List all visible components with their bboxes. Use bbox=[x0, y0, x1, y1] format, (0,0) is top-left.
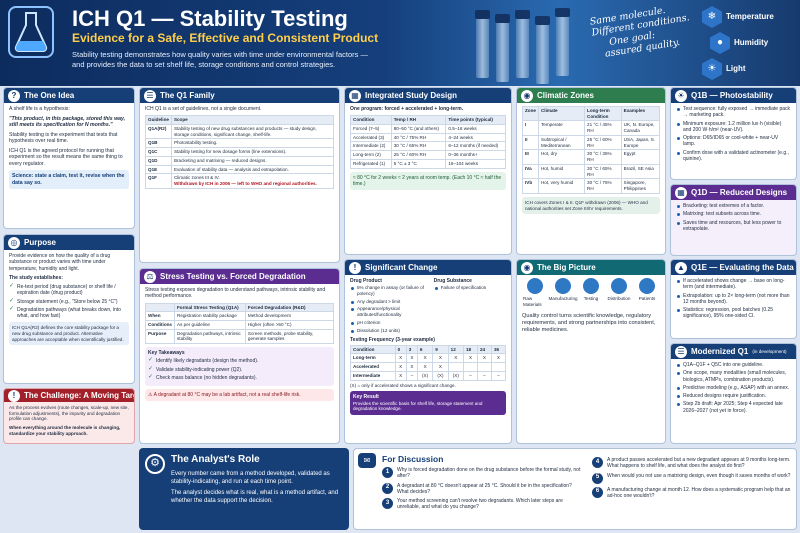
tagline-script: Same molecule. Different conditions. One g… bbox=[589, 4, 691, 60]
gear-icon: ⚙ bbox=[145, 454, 165, 474]
q1d-panel: ▦ Q1D — Reduced Designs Bracketing: test … bbox=[670, 184, 797, 256]
factors-list: ❄ Temperature ● Humidity ☀ Light bbox=[702, 4, 800, 84]
question-item: 3 Your method screening can't resolve two… bbox=[382, 498, 582, 511]
flask-icon: ⚖ bbox=[144, 270, 156, 283]
patients-icon bbox=[639, 278, 655, 294]
supply-chain-diagram: Raw Materials Manufacturing Testing Dist… bbox=[517, 275, 665, 310]
q1-family-table: Guideline Scope Q1A(R2) Stability testing … bbox=[145, 115, 335, 189]
big-picture-panel: ◉ The Big Picture Raw Materials Manufactu… bbox=[516, 259, 666, 444]
significant-change-panel: ! Significant Change Drug Product 5% chan… bbox=[344, 259, 512, 444]
sun-icon: ☀ bbox=[675, 89, 687, 102]
calendar-icon: ▦ bbox=[349, 89, 361, 102]
question-item: 5 When would you not use a matrixing desi… bbox=[592, 472, 792, 484]
climatic-zones-panel: ◉ Climatic Zones Zone Climate Long-term Con… bbox=[516, 87, 666, 255]
purpose-panel: ◎ Purpose Provide evidence on how the qua… bbox=[3, 234, 135, 384]
testing-frequency-table: Condition 0 3 6 9 12 18 24 36 Long-term X X X X X X X X … bbox=[350, 344, 507, 381]
warning-icon: ! bbox=[8, 389, 20, 402]
study-design-panel: ▦ Integrated Study Design One program: fo… bbox=[344, 87, 512, 255]
document-icon: ☰ bbox=[144, 89, 156, 102]
truck-icon bbox=[611, 278, 627, 294]
page-title: ICH Q1 — Stability Testing bbox=[72, 6, 348, 31]
challenge-panel: ! The Challenge: A Moving Target As the p… bbox=[3, 388, 135, 444]
discussion-panel: ✉ For Discussion 1 Why is forced degradat… bbox=[353, 448, 797, 530]
drop-icon: ● bbox=[710, 32, 730, 54]
materials-icon bbox=[527, 278, 543, 294]
stress-table: Formal Stress Testing (Q1A) Forced Degrad… bbox=[145, 302, 335, 345]
globe-icon: ◉ bbox=[521, 261, 533, 274]
modernized-q1-panel: ☰ Modernized Q1 (in development) Q1A–Q1F +… bbox=[670, 343, 797, 444]
climatic-zones-table: Zone Climate Long-term Condition Examples I… bbox=[522, 105, 661, 194]
globe-icon: ◉ bbox=[521, 89, 533, 102]
question-item: 1 Why is forced degradation done on the d… bbox=[382, 467, 582, 480]
chart-icon: ▲ bbox=[675, 261, 687, 274]
study-design-table: Condition Temp / RH Time points (typical) … bbox=[350, 115, 506, 169]
factory-icon bbox=[555, 278, 571, 294]
document-icon: ☰ bbox=[675, 345, 687, 358]
lightbulb-icon: ? bbox=[8, 89, 20, 102]
page-subtitle: Evidence for a Safe, Effective and Consi… bbox=[72, 31, 379, 45]
chat-icon: ✉ bbox=[358, 453, 376, 468]
analyst-role-panel: ⚙ The Analyst's Role Every number came f… bbox=[139, 448, 349, 530]
warning-icon: ! bbox=[349, 261, 361, 274]
stress-testing-panel: ⚖ Stress Testing vs. Forced Degradation S… bbox=[139, 268, 340, 444]
target-icon: ◎ bbox=[8, 236, 20, 249]
one-idea-panel: ? The One Idea A shelf life is a hypothes… bbox=[3, 87, 135, 229]
page-description: Stability testing demonstrates how quali… bbox=[72, 50, 368, 69]
snowflake-icon: ❄ bbox=[702, 6, 722, 28]
q1b-panel: ☀ Q1B — Photostability Test sequence: ful… bbox=[670, 87, 797, 180]
flask-icon bbox=[8, 6, 54, 58]
header-banner: ICH Q1 — Stability Testing Evidence for … bbox=[0, 0, 800, 86]
flask-icon bbox=[583, 278, 599, 294]
sun-icon: ☀ bbox=[702, 58, 722, 80]
q1e-panel: ▲ Q1E — Evaluating the Data If accelerate… bbox=[670, 259, 797, 339]
grid-icon: ▦ bbox=[675, 186, 687, 199]
q1-family-panel: ☰ The Q1 Family ICH Q1 is a set of guidel… bbox=[139, 87, 340, 263]
vials-image bbox=[470, 0, 590, 86]
warning-note: ⚠ A degradant at 80 °C may be a lab arti… bbox=[145, 389, 334, 402]
